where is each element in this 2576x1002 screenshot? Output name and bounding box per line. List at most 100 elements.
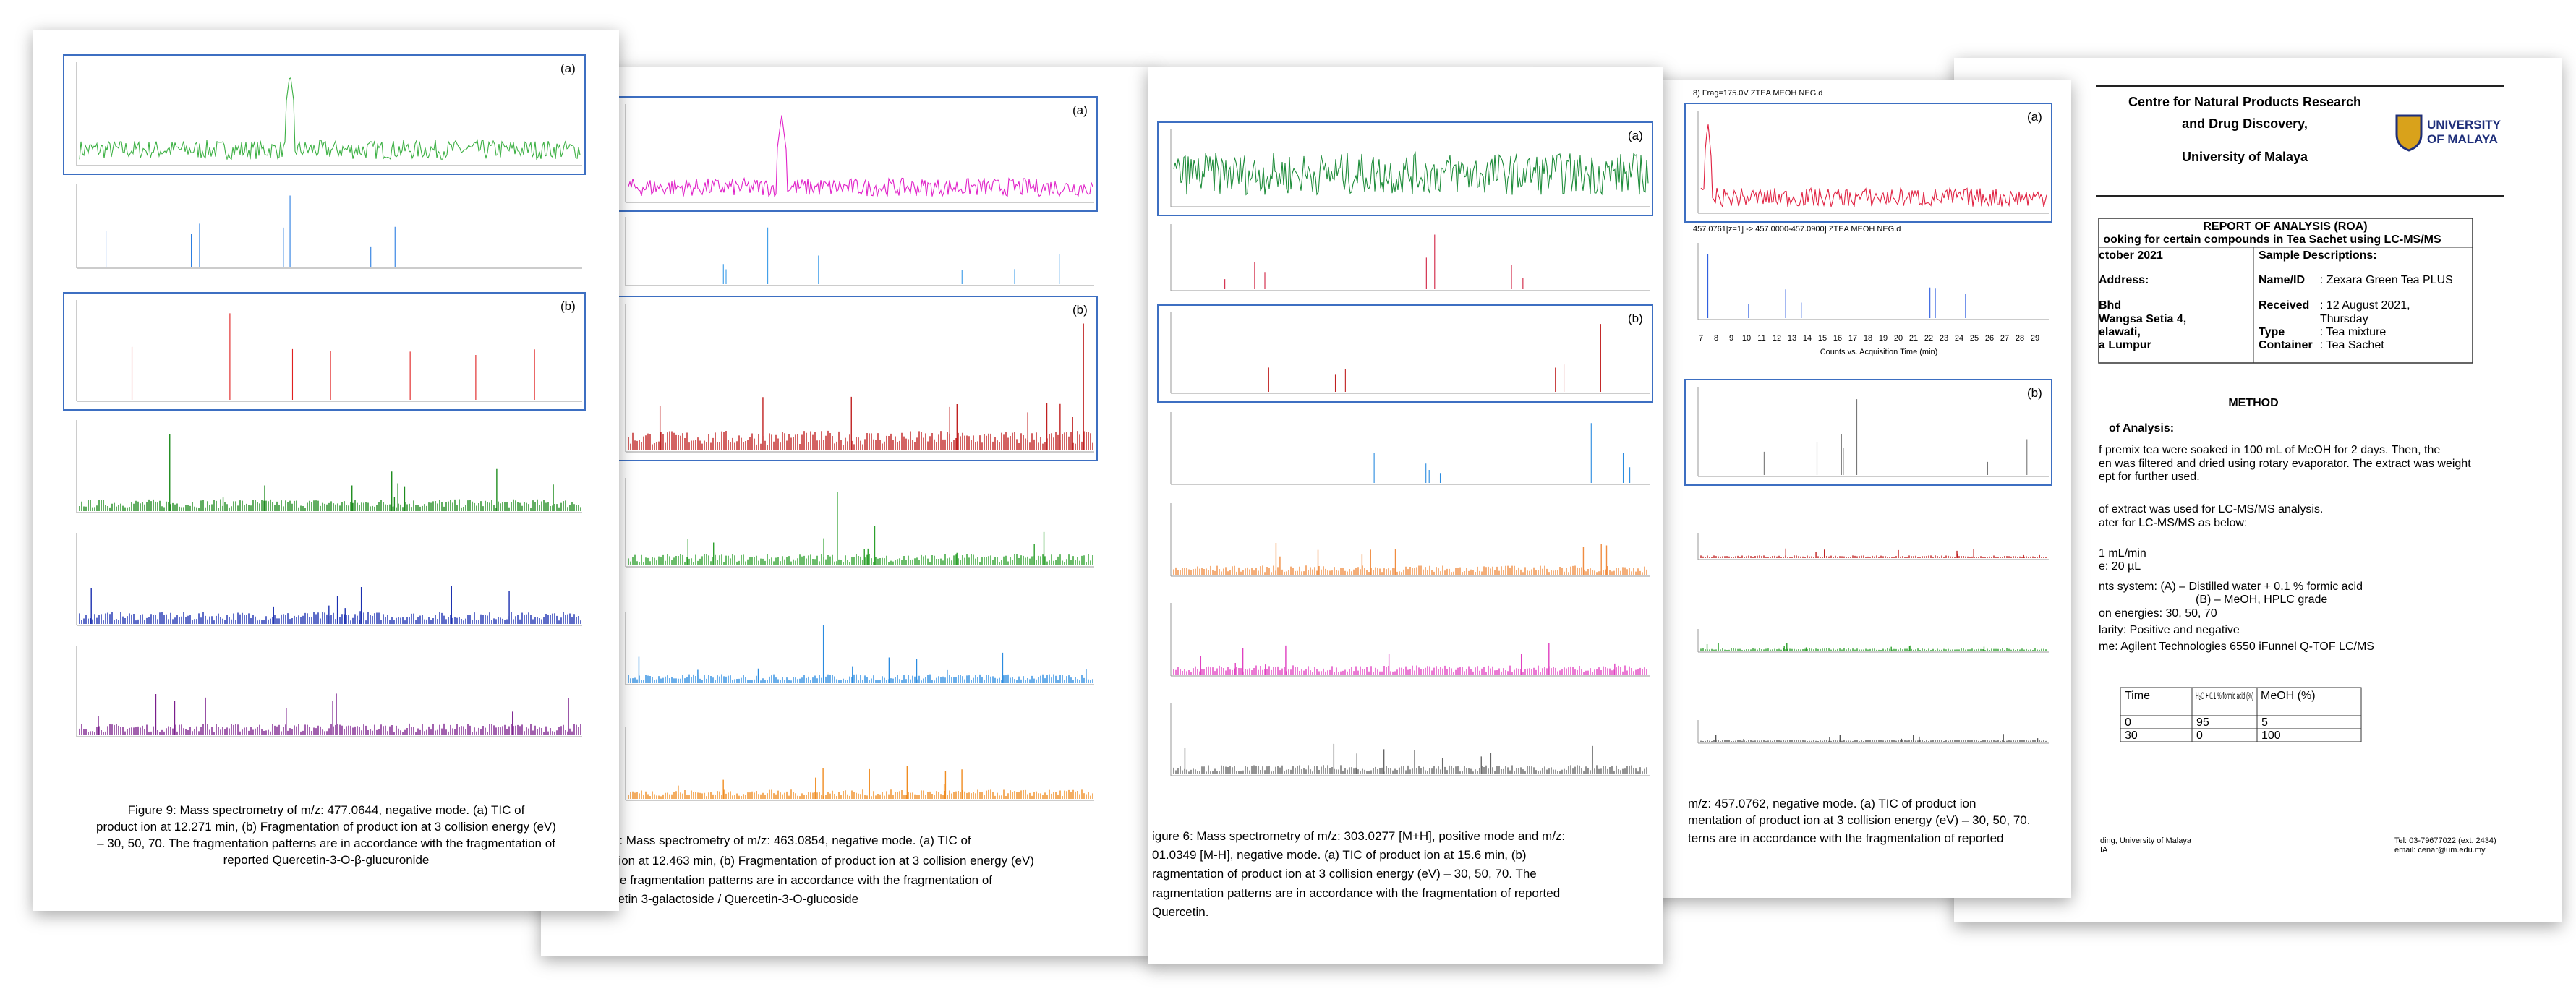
panel-label: (b) <box>2027 386 2042 400</box>
spectrum-trace <box>79 77 581 161</box>
axis-tick-label: 23 <box>1940 334 1948 343</box>
page-canvas: Centre for Natural Products Research and … <box>2096 85 2504 855</box>
field-label: Type <box>2259 326 2285 338</box>
axis-tick-label: 29 <box>2031 334 2039 343</box>
method-line: larity: Positive and negative <box>2099 624 2240 636</box>
axis-tick-label: 20 <box>1894 334 1903 343</box>
panel-frame <box>612 296 1098 461</box>
method-line: (B) – MeOH, HPLC grade <box>2196 594 2327 606</box>
axis-tick-label: 13 <box>1788 334 1796 343</box>
page-canvas: (a) (b) 8) Frag=175.0V ZTEA MEOH NEG.d 457.… <box>1684 89 2052 845</box>
table-cell: 0 <box>2196 729 2203 742</box>
panel-label: (b) <box>1628 312 1643 325</box>
spectrum-trace <box>1707 254 1966 318</box>
figure-caption: Figure 8: Mass spectrometry of m/z: 463.… <box>574 834 971 847</box>
logo-crest <box>2395 114 2423 152</box>
panel-label: (b) <box>560 299 576 313</box>
table-frame <box>2120 687 2362 742</box>
centre-name: University of Malaya <box>2182 150 2308 164</box>
axis-tick-label: 15 <box>1818 334 1827 343</box>
method-line: 1 mL/min <box>2099 547 2146 560</box>
panel-label: (a) <box>560 61 576 75</box>
figure-caption: reported Quercetin-3-O-β-glucuronide <box>223 853 430 867</box>
spectrum-trace <box>722 227 1060 284</box>
figure-page: (a) (b) igure 6: Mass spectrometry of m/z:… <box>1148 67 1663 964</box>
spectrum-trace <box>1173 151 1649 196</box>
panel-label: (a) <box>1628 129 1643 142</box>
method-line: ept for further used. <box>2099 471 2200 483</box>
spectrum-trace <box>1173 743 1647 774</box>
figure-caption: mentation of product ion at 3 collision … <box>1688 813 2030 827</box>
figure-caption: ), 70. The fragmentation patterns are in… <box>574 873 992 887</box>
spectrum-trace <box>1373 423 1631 483</box>
trace-title: 457.0761[z=1] -> 457.0000-457.0900] ZTEA… <box>1693 225 1901 234</box>
logo-text: OF MALAYA <box>2427 132 2498 146</box>
spectrum-trace <box>1173 643 1647 675</box>
centre-name: and Drug Discovery, <box>2182 116 2308 131</box>
method-line: ater for LC-MS/MS as below: <box>2099 517 2247 529</box>
figure-caption: igure 6: Mass spectrometry of m/z: 303.0… <box>1152 829 1565 843</box>
axis-tick-label: 28 <box>2016 334 2024 343</box>
analysis-heading: of Analysis: <box>2109 422 2174 434</box>
report-subtitle: ooking for certain compounds in Tea Sach… <box>2103 234 2441 246</box>
method-heading: METHOD <box>2228 397 2278 409</box>
trace-title: 8) Frag=175.0V ZTEA MEOH NEG.d <box>1693 89 1822 98</box>
axis-title: Counts vs. Acquisition Time (min) <box>1820 348 1938 356</box>
figure-page: (a) (b) Figure 9: Mass spectrometry of m/z… <box>33 30 619 911</box>
spectrum-trace <box>1700 643 2047 651</box>
panel-frame <box>1684 103 2052 223</box>
axis-tick-label: 17 <box>1848 334 1857 343</box>
footer-text: IA <box>2100 846 2108 855</box>
spectrum-trace <box>106 195 396 267</box>
spectrum-trace <box>628 323 1093 450</box>
axis-tick-label: 11 <box>1757 334 1765 343</box>
table-header: Time <box>2125 690 2150 702</box>
method-line: f premix tea were soaked in 100 mL of Me… <box>2099 444 2440 456</box>
spectrum-trace <box>628 492 1093 565</box>
axis-tick-label: 22 <box>1924 334 1933 343</box>
table-cell: 100 <box>2261 729 2281 742</box>
table-header: MeOH (%) <box>2261 690 2316 702</box>
table-header: H₂O + 0.1 % formic acid (%) <box>2196 690 2253 701</box>
method-line: nts system: (A) – Distilled water + 0.1 … <box>2099 581 2363 593</box>
panel-frame <box>1157 121 1653 216</box>
panel-frame <box>63 54 586 175</box>
figure-caption: Figure 9: Mass spectrometry of m/z: 477.… <box>128 803 525 817</box>
axis-tick-label: 25 <box>1970 334 1979 343</box>
report-title: REPORT OF ANALYSIS (ROA) <box>2203 220 2367 233</box>
page-canvas: (a) (b) Figure 8: Mass spectrometry of m/z… <box>574 96 1098 906</box>
spectrum-trace <box>1268 324 1601 392</box>
client-detail: ctober 2021 <box>2099 249 2163 262</box>
spectrum-trace <box>1763 399 2028 475</box>
field-value: : 12 August 2021, <box>2320 299 2410 312</box>
table-cell: 95 <box>2196 716 2209 729</box>
panel-frame <box>1157 304 1653 403</box>
figure-caption: d Quercetin 3-galactoside / Quercetin-3-… <box>574 892 858 906</box>
spectrum-trace <box>628 115 1093 197</box>
field-label: Container <box>2259 339 2313 351</box>
field-value: : Tea mixture <box>2320 326 2386 338</box>
figure-caption: ragmentation of product ion at 3 collisi… <box>1152 867 1537 881</box>
axis-tick-label: 16 <box>1833 334 1842 343</box>
figure-caption: – 30, 50, 70. The fragmentation patterns… <box>97 836 555 850</box>
panel-frame <box>612 96 1098 212</box>
footer-text: Tel: 03-79677022 (ext. 2434) <box>2394 836 2496 845</box>
spectrum-trace <box>1224 234 1524 289</box>
footer-text: email: cenar@um.edu.my <box>2394 846 2486 855</box>
footer-text: ding, University of Malaya <box>2100 836 2192 845</box>
table-cell: 5 <box>2261 716 2268 729</box>
spectrum-trace <box>628 766 1093 799</box>
logo-text: UNIVERSITY <box>2427 118 2502 132</box>
spectrum-trace <box>79 693 581 735</box>
field-value: : Zexara Green Tea PLUS <box>2320 274 2453 286</box>
header-text: H₂O + 0.1 % formic acid (%) <box>2196 690 2253 701</box>
figure-caption: product ion at 12.463 min, (b) Fragmenta… <box>574 854 1034 868</box>
method-line: en was filtered and dried using rotary e… <box>2099 458 2471 470</box>
field-value: : Tea Sachet <box>2320 339 2384 351</box>
method-line: e: 20 µL <box>2099 560 2141 573</box>
spectrum-trace <box>1700 734 2047 742</box>
centre-name: Centre for Natural Products Research <box>2128 95 2361 109</box>
axis-tick-label: 21 <box>1909 334 1918 343</box>
table-cell: 30 <box>2125 729 2138 742</box>
